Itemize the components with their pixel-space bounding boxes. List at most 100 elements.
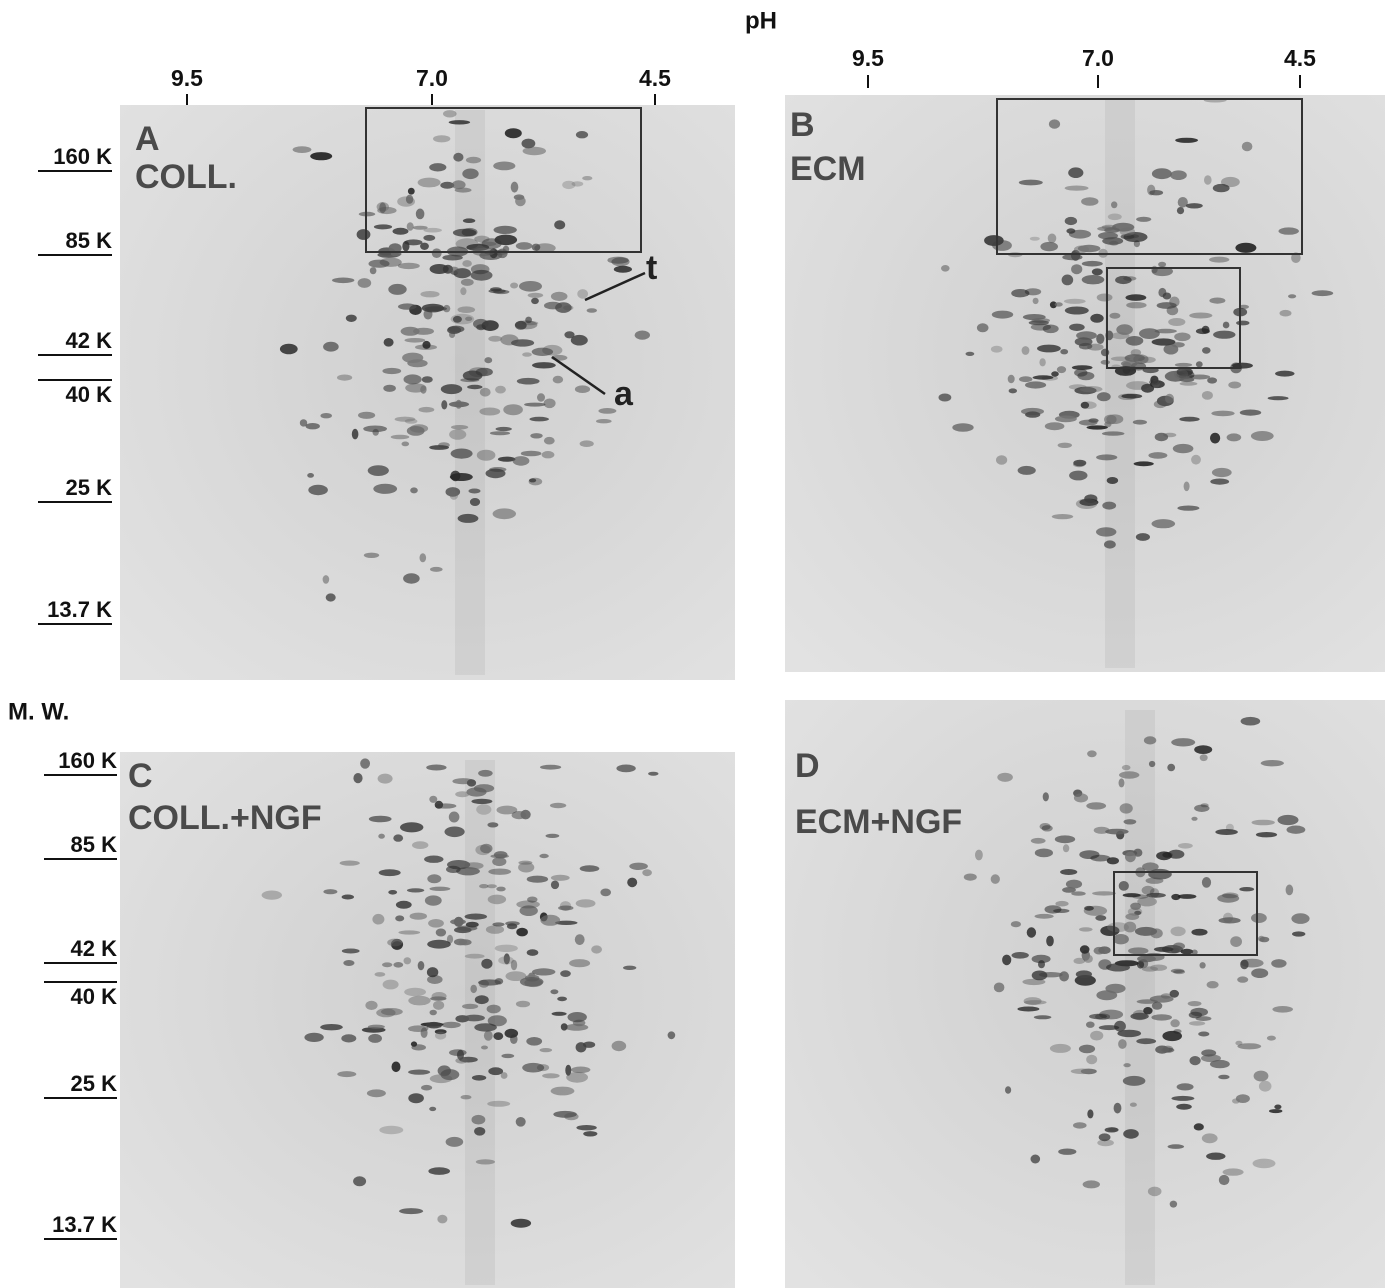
spot xyxy=(560,1023,568,1031)
spot xyxy=(304,1032,324,1042)
spot xyxy=(1017,1006,1040,1012)
spot xyxy=(307,473,314,478)
spot xyxy=(412,225,428,230)
spot xyxy=(574,385,591,394)
spot xyxy=(1008,388,1017,394)
spot xyxy=(1071,365,1093,370)
spot xyxy=(1113,1102,1122,1114)
spot xyxy=(1064,185,1089,191)
spot xyxy=(500,1072,508,1079)
spot xyxy=(345,314,357,322)
spot xyxy=(613,265,633,273)
spot xyxy=(1188,1011,1203,1019)
spot xyxy=(1123,819,1137,825)
spot xyxy=(1211,410,1235,417)
spot xyxy=(515,242,533,250)
spot xyxy=(1154,328,1177,334)
spot xyxy=(399,1208,424,1215)
spot xyxy=(1070,1068,1095,1075)
spot xyxy=(1277,814,1299,826)
spot xyxy=(607,256,629,264)
spot xyxy=(292,146,312,154)
spot xyxy=(1102,501,1117,510)
spot xyxy=(531,243,541,251)
spot xyxy=(1090,313,1104,323)
spot xyxy=(515,1000,531,1008)
spot xyxy=(382,367,402,375)
spot xyxy=(1171,342,1185,348)
spot xyxy=(1291,913,1310,924)
spot xyxy=(522,352,532,357)
spot xyxy=(1267,396,1289,401)
spot xyxy=(387,938,403,947)
spot xyxy=(493,1032,504,1040)
spot xyxy=(358,411,376,419)
spot xyxy=(553,1110,577,1118)
spot xyxy=(388,243,402,254)
spot xyxy=(976,323,989,333)
spot xyxy=(476,804,492,815)
spot xyxy=(1253,1070,1269,1082)
spot xyxy=(398,303,417,310)
spot xyxy=(611,1040,627,1052)
spot xyxy=(975,849,983,861)
spot xyxy=(470,984,478,994)
spot xyxy=(1071,264,1083,275)
spot xyxy=(1201,1133,1218,1144)
spot xyxy=(990,345,1003,353)
spot xyxy=(1100,348,1110,357)
spot xyxy=(421,376,433,383)
spot xyxy=(1107,922,1129,933)
spot xyxy=(1096,293,1113,302)
spot xyxy=(1212,183,1230,193)
spot xyxy=(611,257,630,267)
spot xyxy=(1130,902,1141,910)
spot xyxy=(965,351,975,356)
spot xyxy=(473,784,495,793)
spot xyxy=(1291,252,1301,263)
spot xyxy=(1288,294,1297,299)
spot xyxy=(532,968,556,976)
spot xyxy=(444,826,465,838)
spot xyxy=(463,1014,485,1022)
spot xyxy=(488,335,503,342)
spot xyxy=(424,895,442,906)
spot xyxy=(474,995,489,1005)
spot xyxy=(478,769,493,777)
spot xyxy=(551,1011,567,1016)
spot xyxy=(1081,197,1099,206)
spot xyxy=(1102,237,1124,245)
spot xyxy=(1191,928,1208,936)
spot xyxy=(1034,848,1053,858)
spot xyxy=(1279,309,1292,317)
spot xyxy=(520,809,531,820)
spot xyxy=(531,347,554,356)
spot xyxy=(337,1071,357,1078)
spot xyxy=(1037,344,1061,353)
spot xyxy=(433,135,451,143)
spot xyxy=(478,979,501,986)
spot xyxy=(1156,302,1177,309)
spot xyxy=(1217,893,1240,903)
spot xyxy=(1106,477,1119,484)
spot xyxy=(1252,1158,1276,1169)
spot xyxy=(1074,386,1097,395)
spot xyxy=(1118,1039,1127,1049)
spot xyxy=(1092,891,1116,896)
spot xyxy=(1226,433,1242,442)
mw-tick-label: 13.7 K xyxy=(52,1212,117,1237)
spot xyxy=(1124,354,1145,362)
spot xyxy=(421,1084,433,1091)
spot xyxy=(391,1061,401,1073)
spot xyxy=(596,419,612,424)
spot xyxy=(1125,336,1144,346)
spot xyxy=(541,451,555,459)
spot xyxy=(1112,934,1129,945)
spot xyxy=(1179,377,1195,383)
spot xyxy=(1096,527,1117,537)
spot xyxy=(503,953,510,965)
spot xyxy=(1189,1021,1206,1026)
spot xyxy=(1150,928,1163,939)
spot xyxy=(1210,432,1221,444)
spot xyxy=(938,393,952,402)
